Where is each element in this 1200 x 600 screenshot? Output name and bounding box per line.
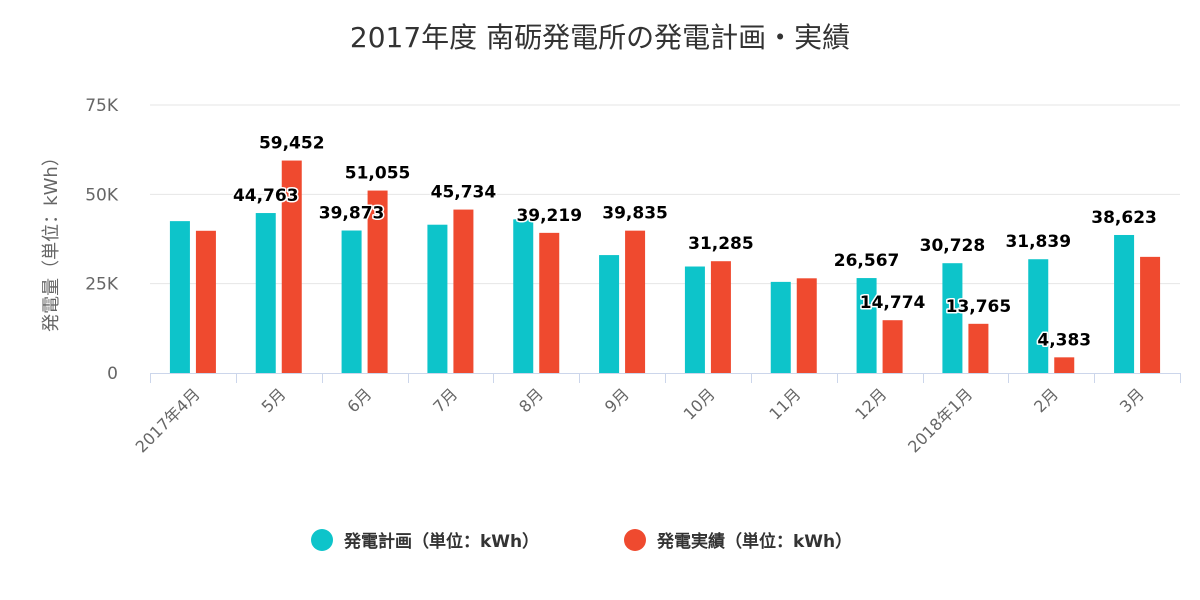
legend[interactable]: 発電計画（単位：kWh） 発電実績（単位：kWh） <box>311 529 852 552</box>
x-tick-label: 10月 <box>680 384 719 423</box>
actual-bar <box>281 160 302 373</box>
x-tick-label: 11月 <box>765 384 804 423</box>
actual-data-label: 39,219 <box>516 206 582 226</box>
actual-bar <box>882 320 903 373</box>
actual-bar <box>968 323 989 373</box>
actual-bar <box>195 230 216 373</box>
plan-data-label: 39,873 <box>319 204 385 224</box>
x-tick-label: 3月 <box>1116 384 1148 416</box>
plan-bar <box>1114 234 1135 373</box>
chart-title: 2017年度 南砺発電所の発電計画・実績 <box>350 21 850 54</box>
x-axis <box>150 373 1181 383</box>
actual-bar <box>625 230 646 373</box>
y-axis-label: 発電量（単位：kWh） <box>41 148 62 332</box>
gridlines <box>150 104 1180 285</box>
actual-bar <box>539 232 560 373</box>
actual-bar <box>453 209 474 373</box>
actual-data-label: 39,835 <box>602 204 668 224</box>
x-tick-label: 9月 <box>601 384 633 416</box>
x-tick-label: 2月 <box>1030 384 1062 416</box>
actual-bar <box>1054 357 1075 373</box>
x-tick-label: 2017年4月 <box>132 384 204 456</box>
x-tick-label: 6月 <box>343 384 375 416</box>
legend-item-plan[interactable]: 発電計画（単位：kWh） <box>311 529 539 552</box>
actual-bar <box>1140 256 1161 373</box>
x-tick-label: 7月 <box>429 384 461 416</box>
plan-bar <box>856 278 877 373</box>
legend-marker <box>311 529 333 551</box>
x-tick-label: 8月 <box>515 384 547 416</box>
plan-data-label: 44,763 <box>233 186 299 206</box>
bars <box>169 160 1161 373</box>
actual-data-label: 51,055 <box>345 164 411 184</box>
y-tick-label: 25K <box>85 275 119 295</box>
plan-data-label: 30,728 <box>920 236 986 256</box>
actual-bar <box>796 278 817 373</box>
x-tick-label: 2018年1月 <box>904 384 976 456</box>
plan-data-label: 38,623 <box>1091 208 1157 228</box>
plan-data-label: 31,839 <box>1005 232 1071 252</box>
x-tick-label: 12月 <box>851 384 890 423</box>
plan-bar <box>255 213 276 373</box>
y-axis-ticks: 0 25K 50K 75K <box>85 96 119 384</box>
plan-bar <box>341 230 362 373</box>
legend-label: 発電実績（単位：kWh） <box>656 531 852 552</box>
legend-label: 発電計画（単位：kWh） <box>343 531 539 552</box>
legend-item-actual[interactable]: 発電実績（単位：kWh） <box>624 529 852 552</box>
x-axis-ticks: 2017年4月 5月 6月 7月 8月 9月 10月 11月 12月 2018年1月 2月 3月 <box>132 384 1148 456</box>
plan-bar <box>513 219 534 373</box>
actual-data-label: 13,765 <box>946 297 1012 317</box>
plan-bar <box>599 255 620 373</box>
legend-marker <box>624 529 646 551</box>
y-tick-label: 75K <box>85 96 119 116</box>
actual-data-label: 45,734 <box>431 183 497 203</box>
plan-bar <box>427 224 448 373</box>
actual-bar <box>710 261 731 373</box>
actual-bar <box>367 190 388 373</box>
y-tick-label: 0 <box>107 364 118 384</box>
plan-bar <box>942 263 963 373</box>
plan-bar <box>684 266 705 373</box>
plan-bar <box>1028 259 1049 373</box>
actual-data-label: 59,452 <box>259 134 325 154</box>
data-labels: 44,763 59,452 39,873 51,055 45,734 39,219 39,8… <box>231 132 1158 352</box>
x-tick-label: 5月 <box>258 384 290 416</box>
y-tick-label: 50K <box>85 185 119 205</box>
actual-data-label: 4,383 <box>1037 330 1091 350</box>
actual-data-label: 31,285 <box>688 234 754 254</box>
plan-bar <box>770 281 791 373</box>
plan-bar <box>169 221 190 373</box>
plan-data-label: 26,567 <box>834 251 900 271</box>
actual-data-label: 14,774 <box>860 293 926 313</box>
